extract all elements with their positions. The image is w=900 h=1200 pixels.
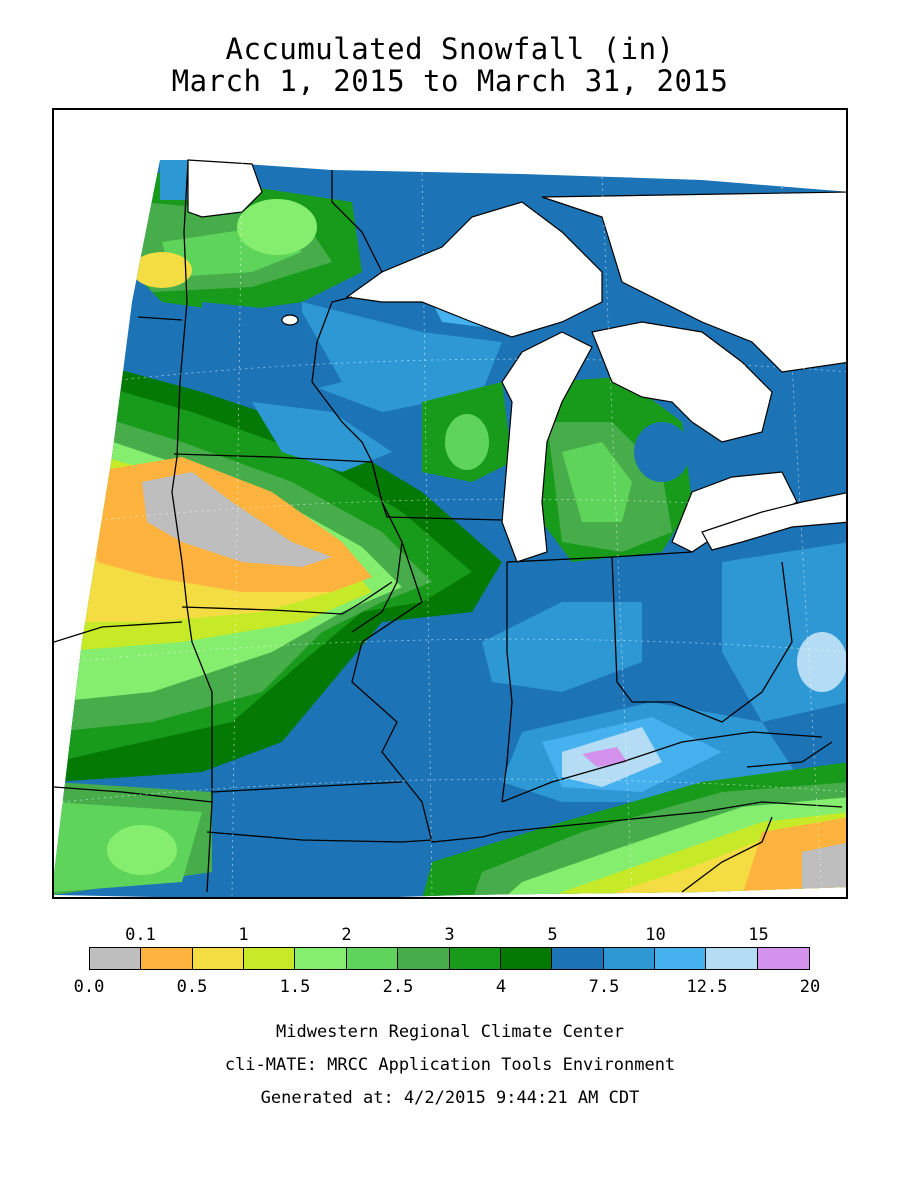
legend-swatch bbox=[90, 948, 142, 969]
legend-lower-label: 7.5 bbox=[588, 977, 620, 997]
legend-swatch bbox=[757, 948, 810, 969]
legend-lower-label: 1.5 bbox=[279, 977, 311, 997]
legend-lower-label: 2.5 bbox=[382, 977, 414, 997]
legend-upper-label: 1 bbox=[238, 925, 249, 945]
legend-swatch bbox=[603, 948, 655, 969]
legend-upper-label: 2 bbox=[341, 925, 352, 945]
legend-swatch bbox=[192, 948, 245, 969]
legend-swatch bbox=[141, 948, 193, 969]
legend-upper-label: 10 bbox=[645, 925, 666, 945]
legend-swatches bbox=[89, 947, 810, 970]
legend-upper-label: 5 bbox=[547, 925, 558, 945]
legend-lower-label: 0.5 bbox=[176, 977, 208, 997]
snowfall-map-canvas bbox=[54, 159, 846, 897]
legend-swatch bbox=[346, 948, 399, 969]
legend-swatch bbox=[500, 948, 553, 969]
footer-timestamp: Generated at: 4/2/2015 9:44:21 AM CDT bbox=[260, 1088, 640, 1108]
legend-swatch bbox=[449, 948, 501, 969]
footer-app: cli-MATE: MRCC Application Tools Environ… bbox=[224, 1055, 676, 1075]
legend-upper-label: 0.1 bbox=[125, 925, 156, 945]
legend-lower-label: 4 bbox=[495, 977, 507, 997]
legend-upper-label: 15 bbox=[748, 925, 769, 945]
legend-swatch bbox=[295, 948, 347, 969]
legend-lower-label: 12.5 bbox=[686, 977, 728, 997]
legend-lower-label: 0.0 bbox=[73, 977, 105, 997]
legend-upper-label: 3 bbox=[444, 925, 455, 945]
great-lakes bbox=[187, 159, 846, 563]
map-date-range: March 1, 2015 to March 31, 2015 bbox=[171, 64, 729, 98]
legend-swatch bbox=[552, 948, 604, 969]
map-title: Accumulated Snowfall (in) bbox=[225, 32, 675, 66]
graticule bbox=[61, 161, 846, 896]
footer-org: Midwestern Regional Climate Center bbox=[276, 1022, 624, 1042]
snowfall-map bbox=[52, 108, 848, 899]
legend-swatch bbox=[706, 948, 758, 969]
legend-swatch bbox=[654, 948, 707, 969]
legend-lower-label: 20 bbox=[799, 977, 821, 997]
state-boundaries bbox=[54, 161, 843, 893]
legend-swatch bbox=[398, 948, 450, 969]
legend-swatch bbox=[244, 948, 296, 969]
